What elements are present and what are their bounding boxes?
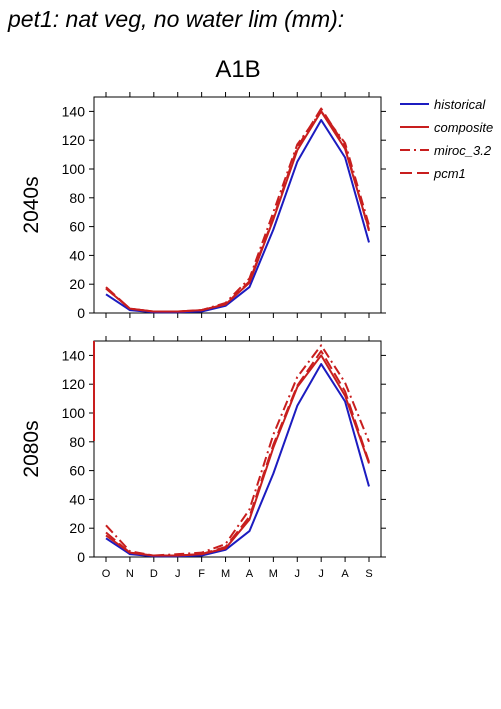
panel-1-ytick-label-140: 140 [62, 103, 86, 119]
panel-1-ytick-label-0: 0 [77, 305, 85, 321]
panel-2-series-historical [105, 363, 370, 558]
panel-2-ytick-label-20: 20 [69, 520, 85, 536]
page-title: pet1: nat veg, no water lim (mm): [8, 6, 345, 32]
panel-2-frame [93, 340, 382, 558]
panel-1-series-pcm1 [105, 107, 370, 313]
panel-2-month-label-7: M [269, 568, 278, 580]
panel-1-series-miroc-3-2 [105, 110, 370, 313]
panel-1-series-composite [105, 110, 370, 313]
panel-1-ytick-label-60: 60 [69, 219, 85, 235]
panel-2-month-label-4: F [198, 568, 205, 580]
panel-2-month-label-10: A [341, 568, 349, 580]
panel-2-month-label-3: J [175, 568, 181, 580]
panel-2-month-label-9: J [318, 568, 324, 580]
panel-1-ytick-label-100: 100 [62, 161, 86, 177]
panel-2-ytick-label-80: 80 [69, 434, 85, 450]
legend-label-historical: historical [434, 97, 486, 112]
panel-2-month-label-0: O [102, 568, 111, 580]
panel-2-month-label-2: D [150, 568, 158, 580]
panel-2-ytick-label-60: 60 [69, 463, 85, 479]
panel-2-month-label-5: M [221, 568, 230, 580]
legend-label-pcm1: pcm1 [433, 166, 466, 181]
legend-label-composite: composite [434, 120, 493, 135]
legend-label-miroc-3-2: miroc_3.2 [434, 143, 492, 158]
panel-2-month-label-6: A [246, 568, 254, 580]
panel-2-month-label-8: J [295, 568, 301, 580]
panel-2-ytick-label-100: 100 [62, 405, 86, 421]
panel-2-ytick-label-40: 40 [69, 491, 85, 507]
panel-2-ytick-label-140: 140 [62, 347, 86, 363]
panel-1-ytick-label-20: 20 [69, 276, 85, 292]
panel-1-ytick-label-40: 40 [69, 247, 85, 263]
panel-1-frame [93, 96, 382, 314]
panel-2-ytick-label-0: 0 [77, 549, 85, 565]
panel-2-month-label-1: N [126, 568, 134, 580]
panel-2-ytick-label-120: 120 [62, 376, 86, 392]
scenario-title: A1B [215, 56, 261, 83]
panel-1-series-historical [105, 119, 370, 314]
panel-1-ytick-label-120: 120 [62, 132, 86, 148]
panel-2-series-pcm1 [105, 350, 370, 557]
panel-2-month-label-11: S [365, 568, 372, 580]
panel-1-ytick-label-80: 80 [69, 190, 85, 206]
